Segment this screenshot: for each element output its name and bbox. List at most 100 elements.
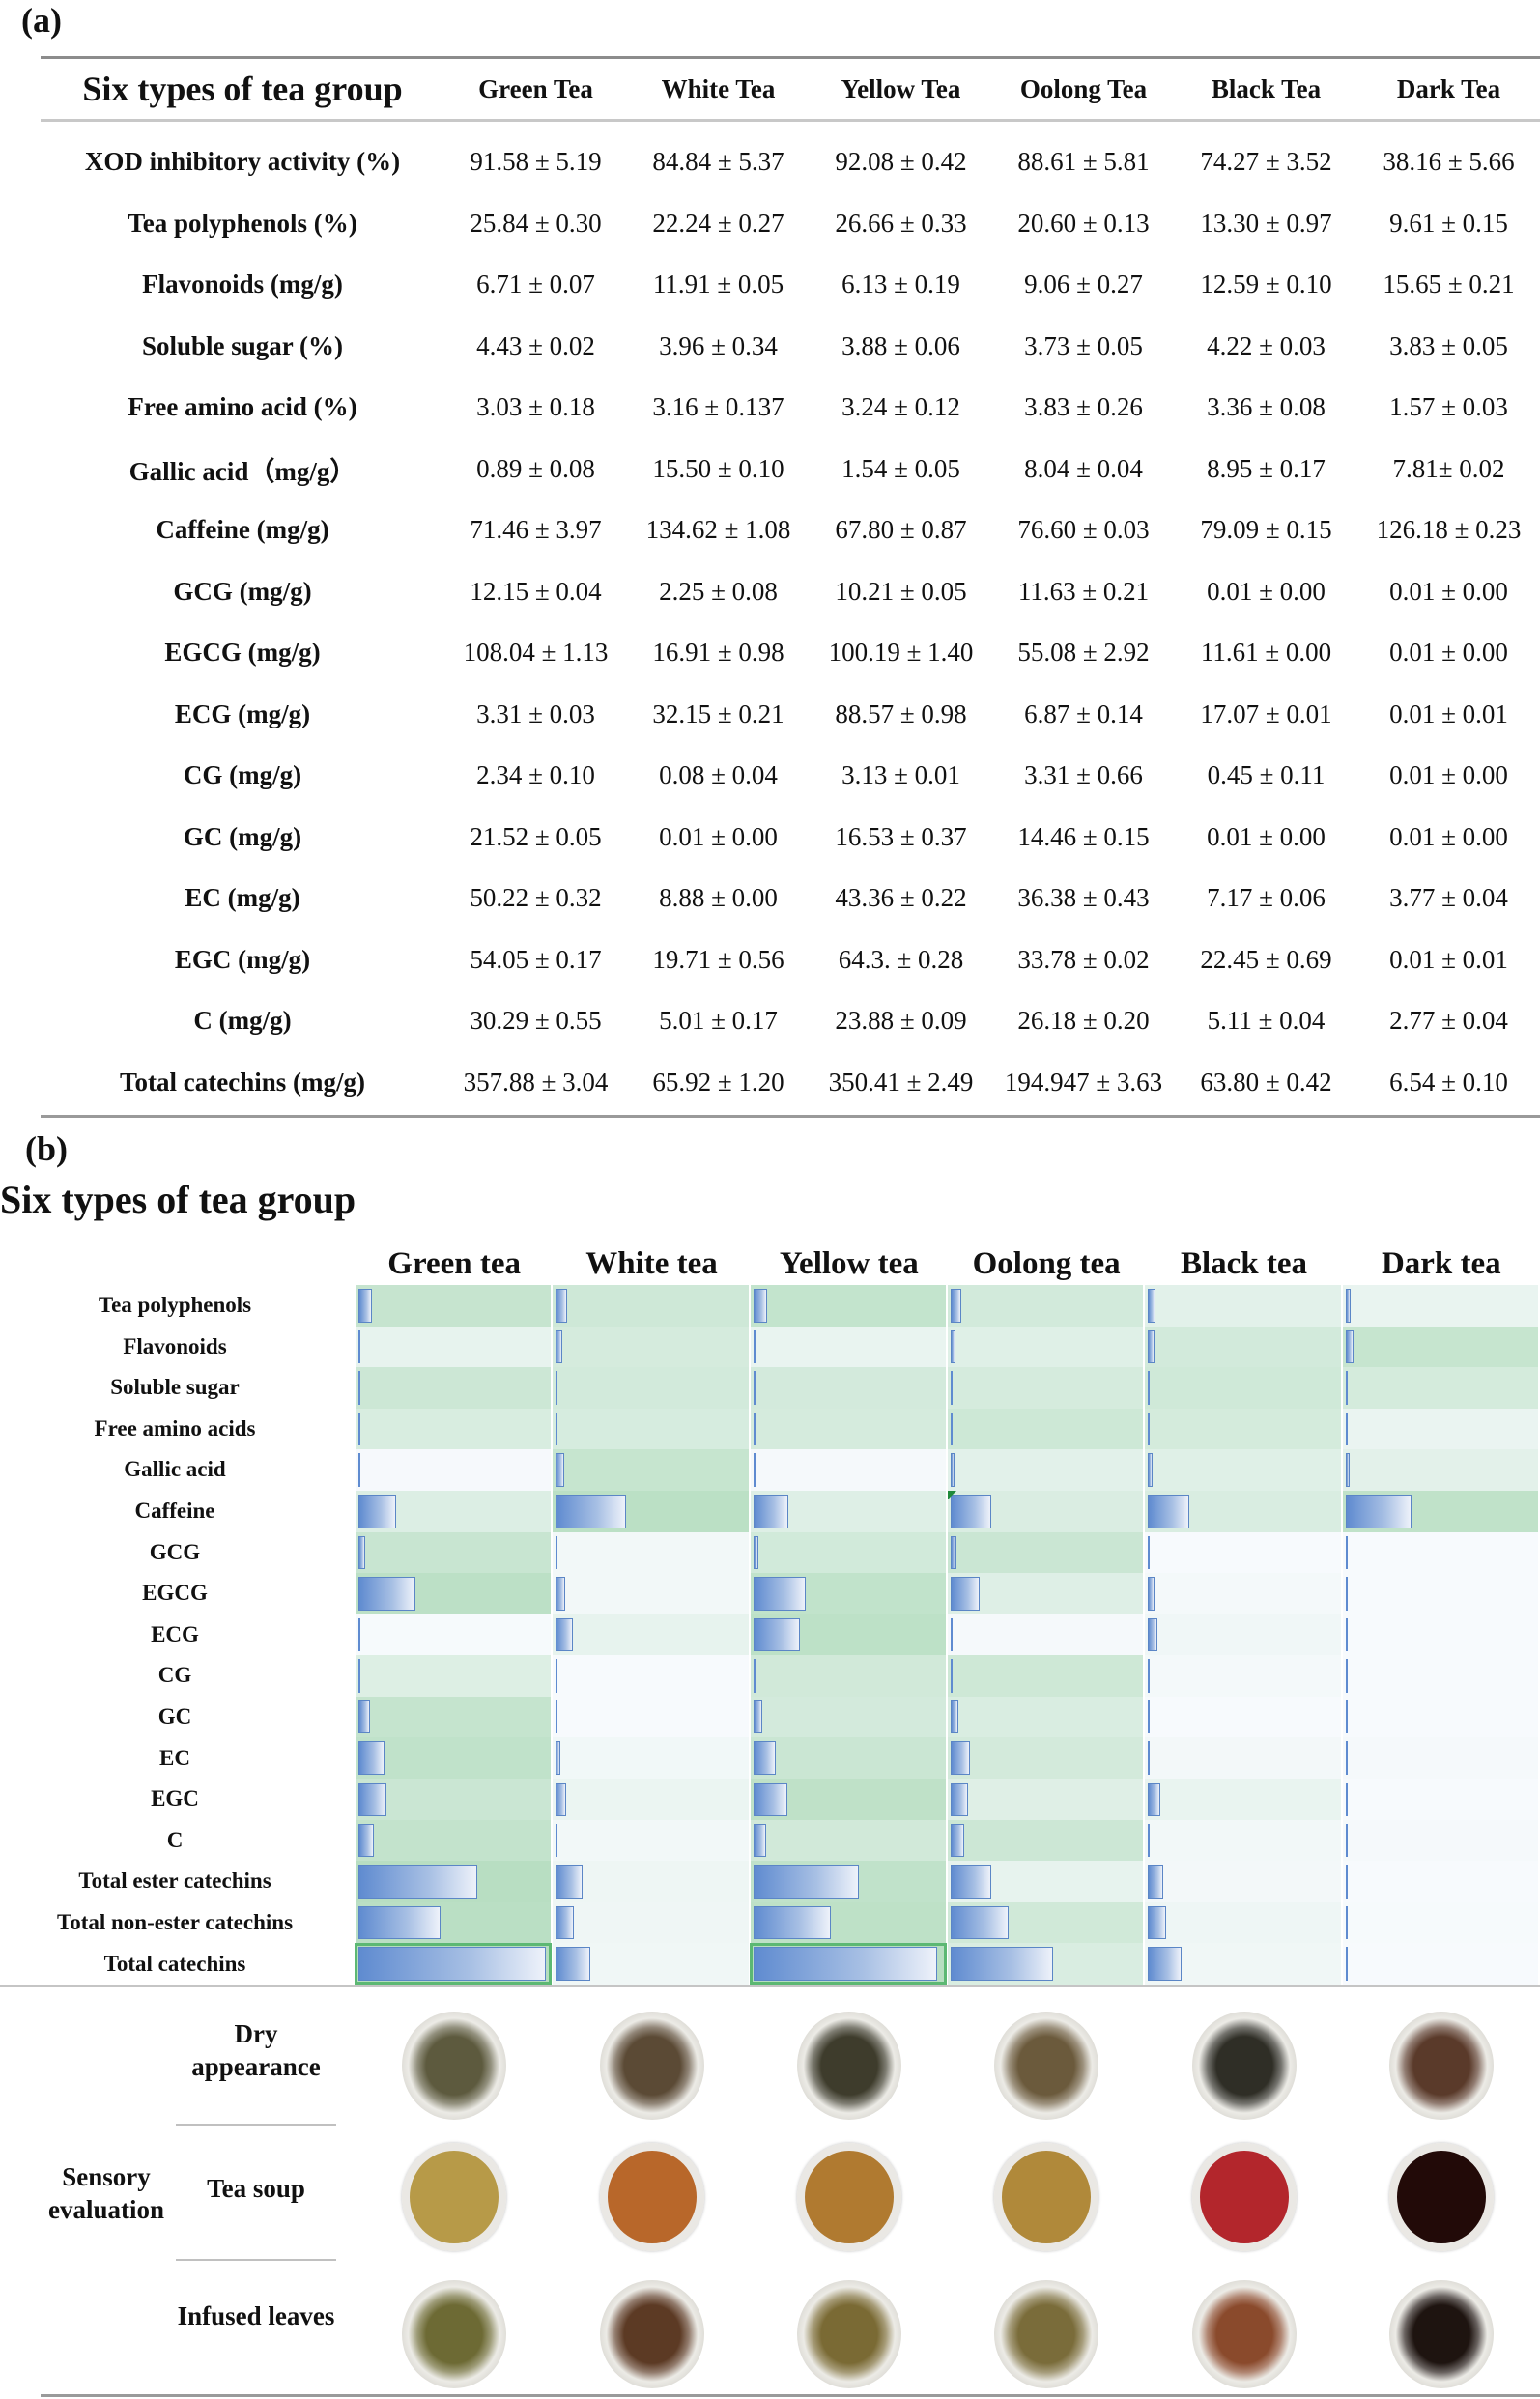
data-bar: [1345, 1289, 1351, 1323]
grid-cell: [356, 1696, 552, 1738]
grid-cell: [750, 1449, 946, 1491]
row-header: CG (mg/g): [183, 760, 302, 790]
table-cell: 13.30 ± 0.97: [1200, 208, 1332, 238]
data-bar: [951, 1577, 980, 1611]
table-cell: 84.84 ± 5.37: [652, 147, 784, 177]
data-bar: [1148, 1905, 1167, 1940]
table-header-row: Six types of tea group Green Tea White Tea…: [41, 59, 1540, 119]
grid-cell: [1145, 1408, 1341, 1450]
grid-cell: [948, 1573, 1144, 1614]
grid-cell: [750, 1367, 946, 1409]
data-bar: [556, 1823, 558, 1858]
grid-cell: [553, 1531, 749, 1574]
table-cell: 4.22 ± 0.03: [1207, 330, 1326, 360]
table-cell: 9.06 ± 0.27: [1024, 270, 1143, 300]
data-bar: [951, 1289, 962, 1323]
table-cell: 23.88 ± 0.09: [835, 1006, 967, 1036]
data-bar: [951, 1741, 970, 1776]
data-bar: [556, 1329, 562, 1364]
grid-cell: [1145, 1573, 1341, 1614]
table-cell: 16.91 ± 0.98: [652, 638, 784, 668]
table-cell: 76.60 ± 0.03: [1017, 515, 1150, 545]
column-header: Dark Tea: [1396, 73, 1501, 103]
grid-cell: [1342, 1737, 1538, 1780]
data-bar: [753, 1741, 777, 1776]
grid-cell: [948, 1367, 1144, 1409]
table-cell: 3.77 ± 0.04: [1389, 883, 1508, 913]
data-bar: [358, 1494, 396, 1528]
table-cell: 0.01 ± 0.00: [1389, 760, 1508, 790]
tea-leaves-photo: [599, 2012, 704, 2120]
data-bar: [358, 1412, 360, 1446]
data-bar: [1345, 1699, 1348, 1734]
data-bar: [1148, 1289, 1155, 1323]
tea-leaves-photo: [1191, 2280, 1297, 2388]
table-cell: 79.09 ± 0.15: [1200, 515, 1332, 545]
table-cell: 3.03 ± 0.18: [476, 392, 595, 422]
table-cell: 26.18 ± 0.20: [1017, 1006, 1150, 1036]
data-bar: [1148, 1453, 1154, 1487]
table-cell: 9.61 ± 0.15: [1389, 208, 1508, 238]
data-bar: [753, 1453, 756, 1487]
table-cell: 71.46 ± 3.97: [470, 515, 602, 545]
data-bar: [358, 1905, 441, 1940]
grid-cell: [553, 1367, 749, 1409]
grid-cell: [750, 1531, 946, 1574]
table-cell: 3.31 ± 0.03: [476, 699, 595, 728]
column-header: Black Tea: [1211, 73, 1322, 103]
grid-cell: [1145, 1655, 1341, 1697]
grid-cell: [1342, 1285, 1538, 1327]
table-cell: 26.66 ± 0.33: [835, 208, 967, 238]
table-top-rule: [41, 56, 1540, 59]
section-rule: [0, 1985, 1540, 1987]
grid-cell: [750, 1285, 946, 1327]
grid-cell: [553, 1573, 749, 1614]
bottom-rule: [41, 2394, 1540, 2397]
row-label: Gallic acid: [124, 1457, 226, 1482]
data-bar: [358, 1535, 365, 1570]
data-bar: [753, 1905, 832, 1940]
row-labels: Tea polyphenols Flavonoids Soluble sugar Fr…: [0, 1285, 350, 1985]
data-bar: [358, 1371, 360, 1405]
data-bar: [556, 1947, 591, 1981]
table-cell: 92.08 ± 0.42: [835, 147, 967, 177]
grid-cell: [356, 1655, 552, 1697]
table-cell: 0.01 ± 0.00: [659, 821, 778, 851]
data-bar: [951, 1617, 953, 1652]
table-row: EGCG (mg/g) 108.04 ± 1.13 16.91 ± 0.98 100.…: [41, 622, 1540, 684]
table-cell: 15.65 ± 0.21: [1383, 270, 1515, 300]
grid-cell: [1145, 1531, 1341, 1574]
row-header: C (mg/g): [193, 1006, 292, 1036]
table-cell: 6.87 ± 0.14: [1024, 699, 1143, 728]
grid-cell: [356, 1737, 552, 1780]
table-cell: 2.77 ± 0.04: [1389, 1006, 1508, 1036]
grid-cell: [1145, 1861, 1341, 1902]
data-bar: [358, 1865, 477, 1899]
data-bar: [1345, 1823, 1348, 1858]
table-cell: 3.31 ± 0.66: [1024, 760, 1143, 790]
table-cell: 65.92 ± 1.20: [652, 1067, 784, 1097]
row-label: Flavonoids: [123, 1333, 227, 1358]
tea-soup-photo: [402, 2143, 507, 2251]
table-cell: 0.08 ± 0.04: [659, 760, 778, 790]
data-bar: [753, 1659, 756, 1693]
data-bar: [753, 1699, 762, 1734]
grid-cell: [1342, 1367, 1538, 1409]
data-bar: [951, 1947, 1053, 1981]
table-cell: 5.01 ± 0.17: [659, 1006, 778, 1036]
data-bar: [556, 1865, 584, 1899]
table-cell: 3.24 ± 0.12: [841, 392, 960, 422]
table-cell: 20.60 ± 0.13: [1017, 208, 1150, 238]
data-bar: [1345, 1371, 1348, 1405]
grid-cell: [948, 1408, 1144, 1450]
table-row: Soluble sugar (%) 4.43 ± 0.02 3.96 ± 0.34 3…: [41, 316, 1540, 378]
row-label: Free amino acids: [94, 1415, 256, 1441]
table-cell: 32.15 ± 0.21: [652, 699, 784, 728]
column-header-black-tea: Black tea: [1180, 1246, 1308, 1281]
grid-cell: [750, 1737, 946, 1780]
grid-cell: [1342, 1655, 1538, 1697]
data-bar: [556, 1699, 558, 1734]
column-header-white-tea: White tea: [585, 1246, 718, 1281]
table-cell: 0.01 ± 0.00: [1389, 638, 1508, 668]
table-cell: 0.89 ± 0.08: [476, 453, 595, 483]
